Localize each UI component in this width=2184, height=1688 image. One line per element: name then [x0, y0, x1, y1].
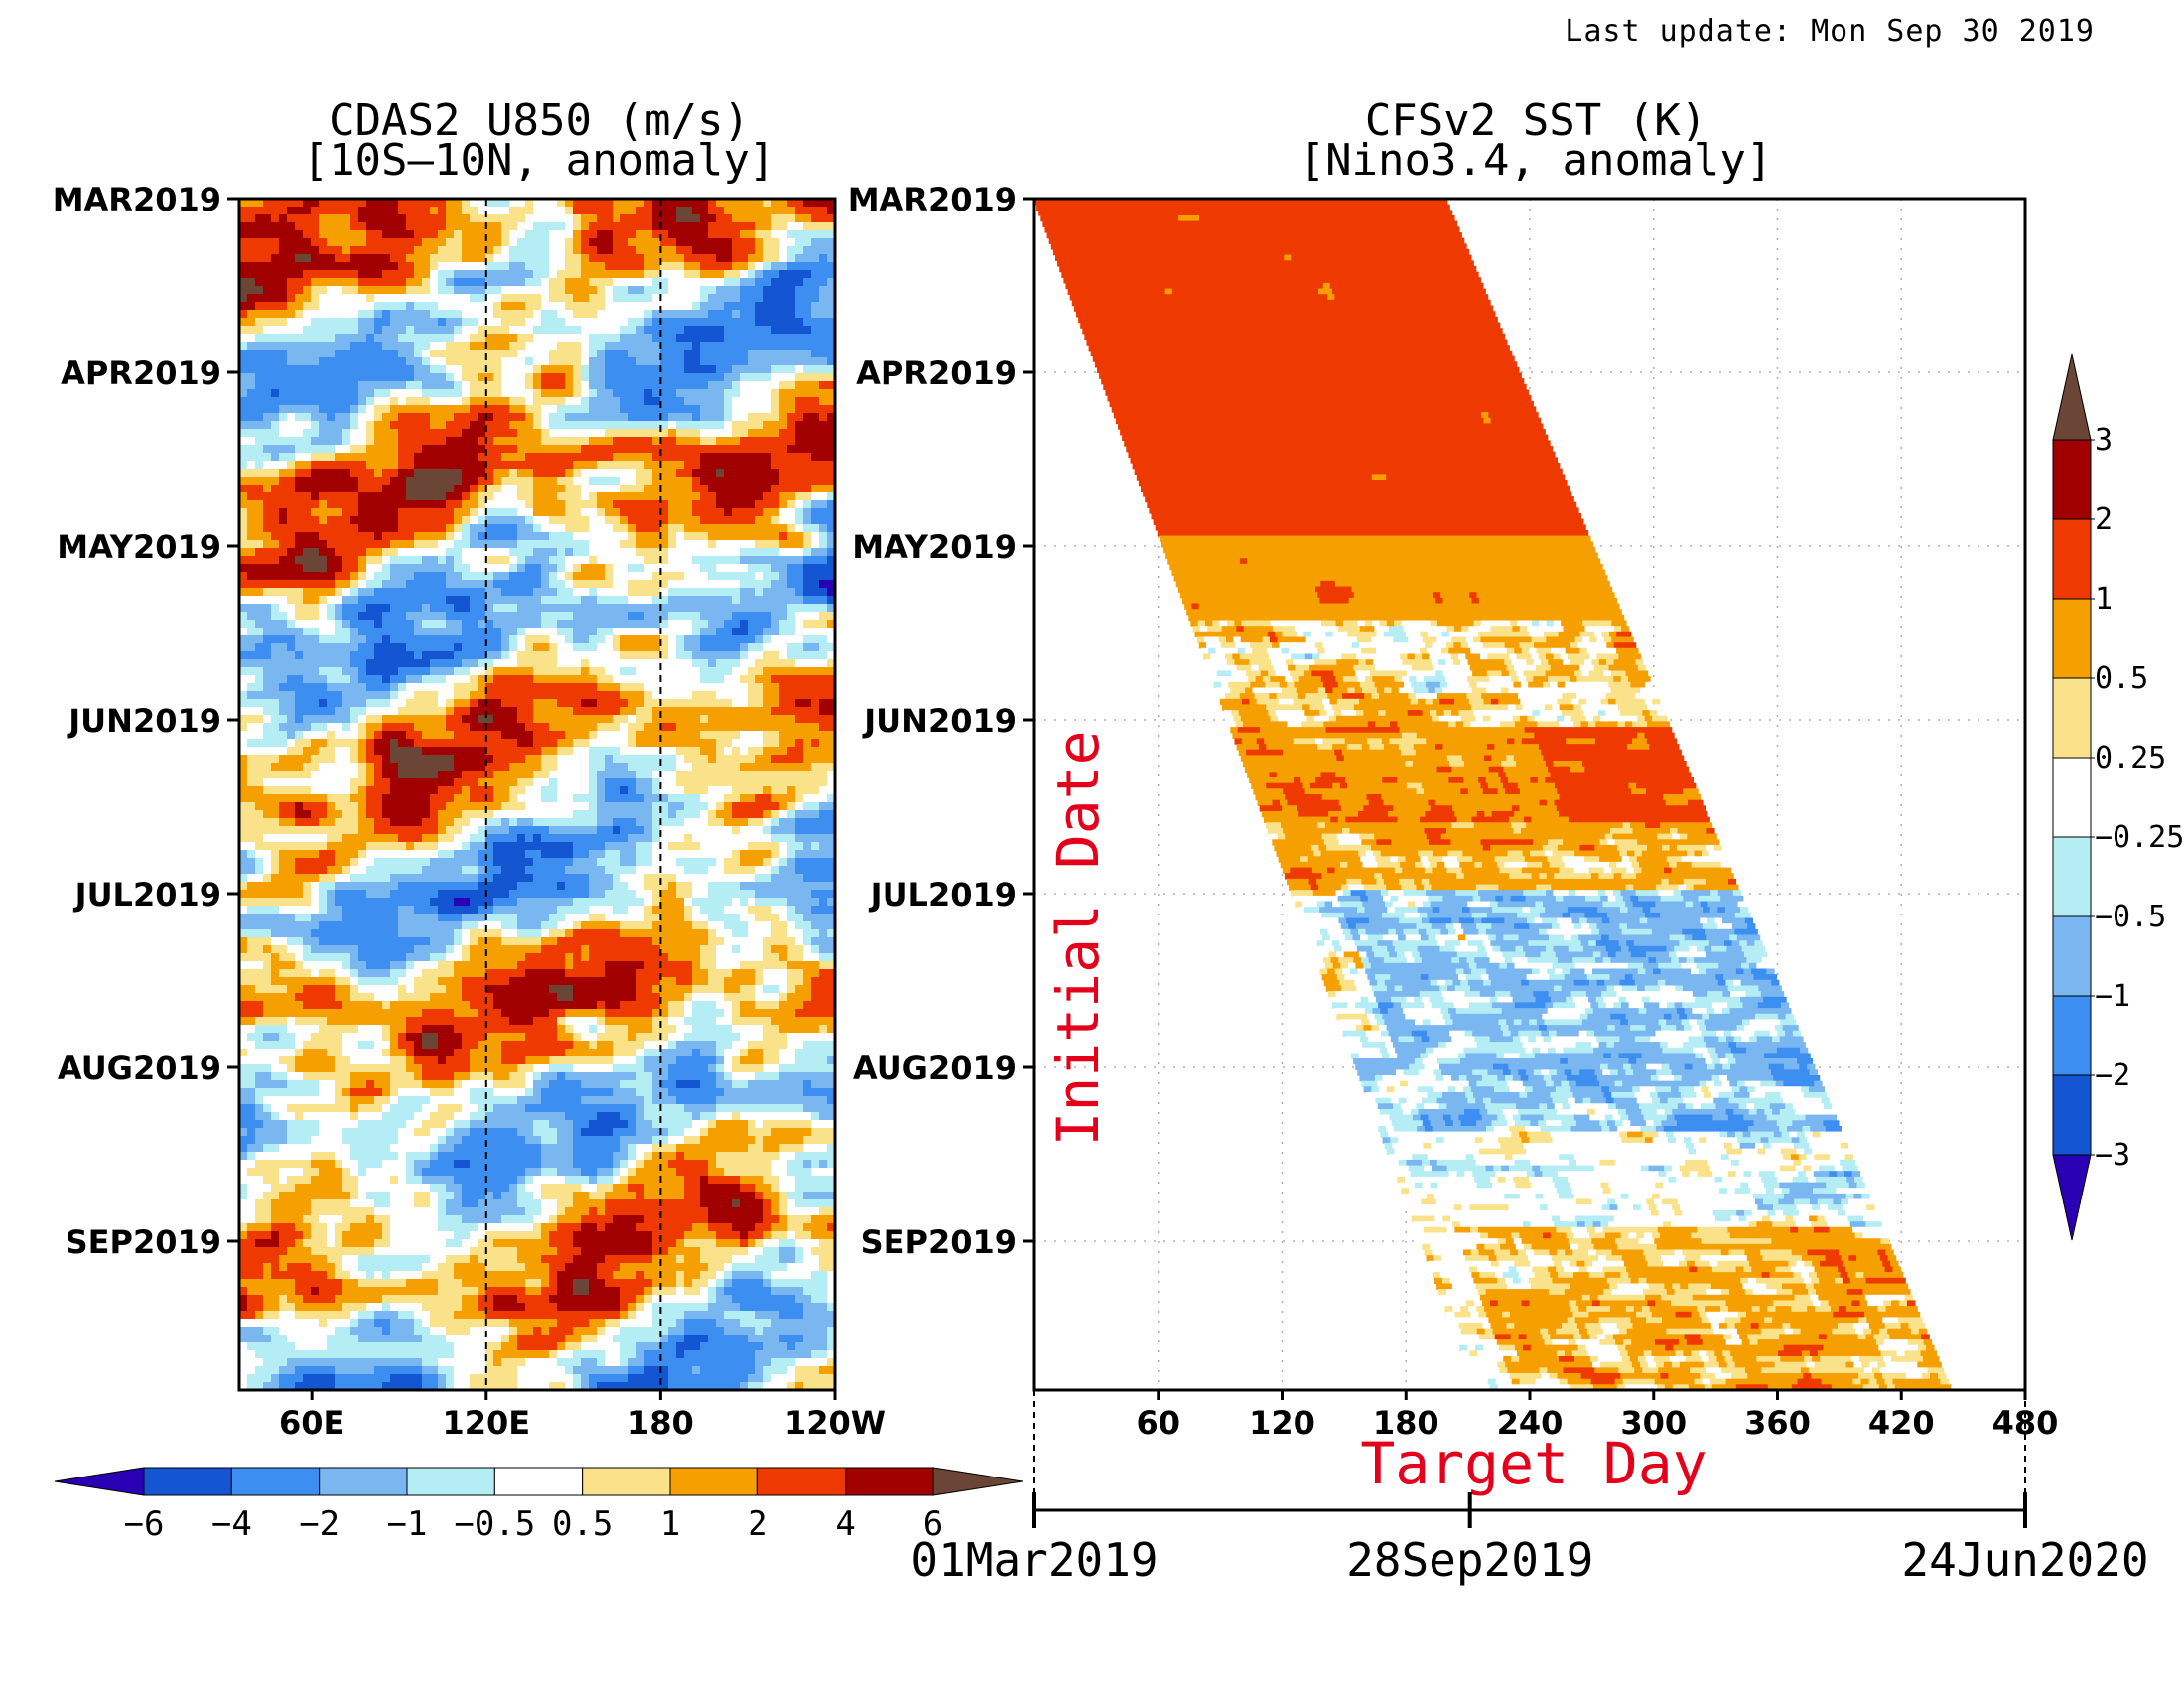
left-colorbar-segment [143, 1467, 232, 1496]
right-colorbar-segment [2052, 1154, 2092, 1241]
left-colorbar-label: 6 [923, 1504, 943, 1544]
left-colorbar-segment [845, 1467, 934, 1496]
left-y-tick-label: MAR2019 [53, 181, 221, 218]
right-x-axis-title: Target Day [1360, 1430, 1706, 1497]
left-heatmap-field [239, 199, 835, 1390]
right-colorbar-segment [2052, 439, 2092, 520]
left-x-axis: 60E 120E 180 120W [279, 1390, 886, 1442]
right-y-tick-label: SEP2019 [861, 1223, 1017, 1261]
right-heatmap-field [1034, 199, 1952, 1390]
right-x-axis: 60 120 180 240 300 360 420 480 [1033, 1390, 2058, 1509]
right-colorbar-segment [2052, 598, 2092, 679]
right-colorbar-segment [2052, 518, 2092, 600]
left-colorbar-label: 0.5 [552, 1504, 613, 1544]
left-colorbar-label: −6 [124, 1504, 165, 1544]
right-colorbar-segment [2052, 677, 2092, 759]
right-x-tick-label: 300 [1620, 1404, 1687, 1442]
right-colorbar-segment [2052, 836, 2092, 917]
left-x-tick-label: 120W [784, 1404, 886, 1442]
right-colorbar-segment [2052, 995, 2092, 1076]
right-x-tick-label: 180 [1373, 1404, 1439, 1442]
right-colorbar: 3 2 1 0.5 0.25 −0.25 −0.5 −1 −2 −3 [2052, 353, 2184, 1241]
left-colorbar-label: −1 [387, 1504, 428, 1544]
left-y-tick-label: JUL2019 [73, 876, 221, 914]
right-x-tick-label: 60 [1136, 1404, 1180, 1442]
right-x-tick-label: 360 [1744, 1404, 1811, 1442]
left-colorbar-segment [669, 1467, 758, 1496]
right-colorbar-label: −0.5 [2095, 900, 2166, 934]
right-x-tick-label: 120 [1249, 1404, 1315, 1442]
right-colorbar-label: −2 [2095, 1058, 2130, 1093]
right-colorbar-label: 0.5 [2095, 661, 2148, 696]
right-y-tick-label: JUL2019 [869, 876, 1017, 914]
right-colorbar-label: −1 [2095, 979, 2130, 1014]
right-colorbar-label: 1 [2095, 582, 2113, 617]
last-update-text: Last update: Mon Sep 30 2019 [1565, 14, 2095, 49]
left-x-tick-label: 60E [279, 1404, 344, 1442]
left-colorbar: −6 −4 −2 −1 −0.5 0.5 1 2 4 6 [54, 1467, 1024, 1544]
left-colorbar-label: 2 [748, 1504, 767, 1544]
right-colorbar-label: 3 [2095, 423, 2113, 458]
left-y-tick-label: AUG2019 [58, 1050, 221, 1087]
left-x-tick-label: 180 [627, 1404, 694, 1442]
left-y-axis: MAR2019 APR2019 MAY2019 JUN2019 JUL2019 AUG20… [53, 181, 239, 1261]
left-colorbar-segment [230, 1467, 321, 1496]
date-axis-label: 24Jun2020 [1901, 1533, 2148, 1587]
right-y-axis: MAR2019 APR2019 MAY2019 JUN2019 JUL2019 AUG20… [848, 181, 1034, 1261]
right-colorbar-segment [2052, 353, 2092, 441]
left-colorbar-label: 4 [835, 1504, 855, 1544]
right-y-tick-label: MAY2019 [852, 528, 1017, 566]
left-colorbar-label: −4 [211, 1504, 252, 1544]
left-colorbar-label: −0.5 [454, 1504, 535, 1544]
left-colorbar-segment [54, 1467, 145, 1496]
right-colorbar-label: 0.25 [2095, 741, 2166, 775]
left-reference-lines [484, 199, 662, 1390]
right-x-tick-label: 420 [1868, 1404, 1935, 1442]
right-chart-title: CFSv2 SST (K) [1365, 95, 1706, 146]
date-axis-label: 01Mar2019 [910, 1533, 1158, 1587]
right-colorbar-segment [2052, 1074, 2092, 1156]
left-x-tick-label: 120E [442, 1404, 530, 1442]
left-colorbar-segment [406, 1467, 495, 1496]
right-colorbar-segment [2052, 915, 2092, 997]
right-colorbar-label: 2 [2095, 502, 2113, 537]
left-y-tick-label: MAY2019 [57, 528, 221, 566]
left-y-tick-label: SEP2019 [66, 1223, 221, 1261]
left-plot-frame [237, 197, 837, 1392]
right-colorbar-label: −3 [2095, 1138, 2130, 1173]
left-colorbar-segment [582, 1467, 671, 1496]
left-y-tick-label: APR2019 [61, 354, 221, 392]
right-y-tick-label: APR2019 [856, 354, 1017, 392]
date-axis-label: 28Sep2019 [1346, 1533, 1593, 1587]
left-y-tick-label: JUN2019 [67, 702, 221, 740]
right-y-tick-label: AUG2019 [853, 1050, 1017, 1087]
left-colorbar-segment [756, 1467, 847, 1496]
left-colorbar-segment [493, 1467, 584, 1496]
left-colorbar-label: −2 [299, 1504, 340, 1544]
right-x-tick-label: 240 [1497, 1404, 1564, 1442]
left-colorbar-label: 1 [660, 1504, 680, 1544]
right-y-axis-title: Initial Date [1044, 730, 1112, 1146]
right-colorbar-segment [2052, 757, 2092, 838]
right-chart-subtitle: [Nino3.4, anomaly] [1299, 135, 1773, 186]
left-colorbar-segment [319, 1467, 408, 1496]
left-colorbar-segment [932, 1467, 1024, 1496]
right-y-tick-label: MAR2019 [848, 181, 1017, 218]
left-chart-title: CDAS2 U850 (m/s) [329, 95, 750, 146]
right-colorbar-label: −0.25 [2095, 820, 2184, 855]
left-chart-subtitle: [10S–10N, anomaly] [303, 135, 776, 186]
right-y-tick-label: JUN2019 [862, 702, 1017, 740]
date-axis: 01Mar2019 28Sep2019 24Jun2020 [910, 1492, 2149, 1587]
